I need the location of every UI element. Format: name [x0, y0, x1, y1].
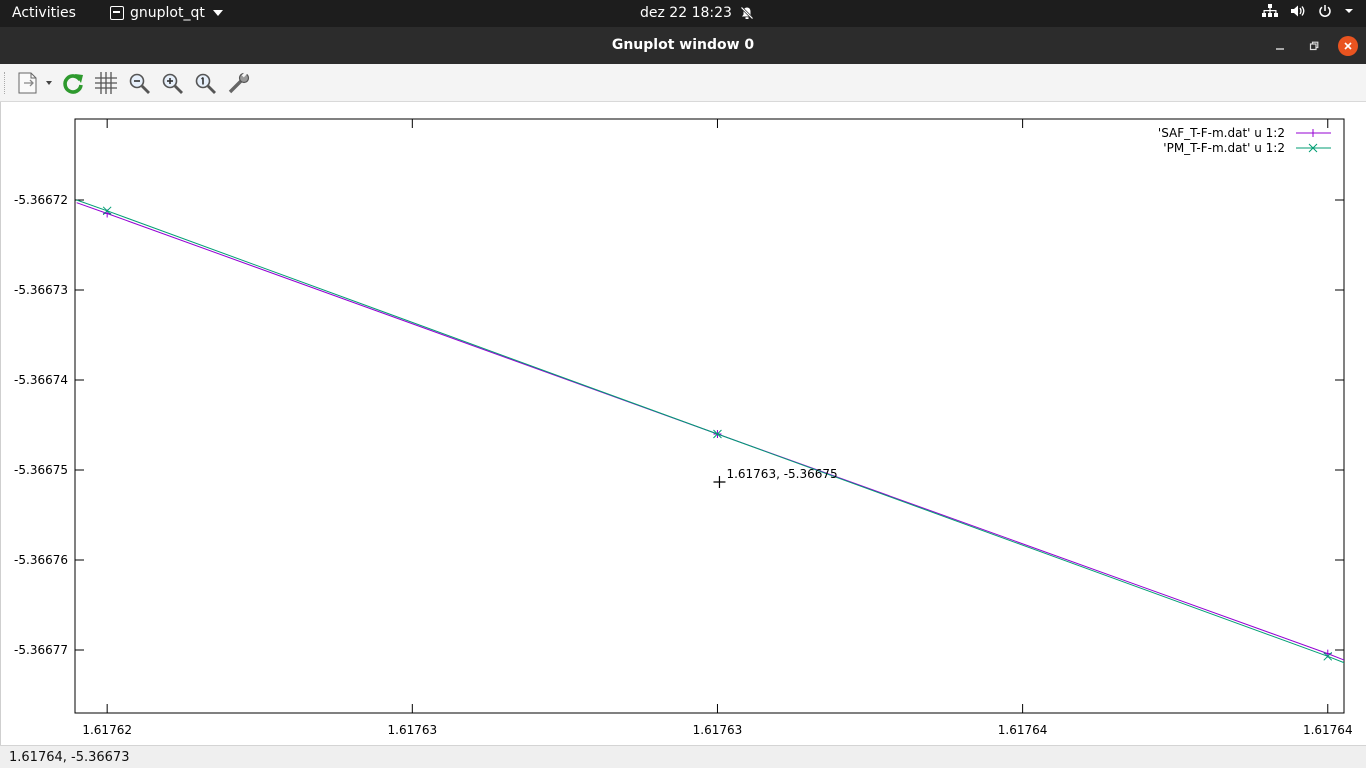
- series-2-point: [1323, 651, 1333, 661]
- plot-border: [74, 118, 1345, 714]
- restore-icon: [1309, 41, 1319, 51]
- grid-icon: [95, 72, 117, 94]
- app-menu-label: gnuplot_qt: [130, 5, 205, 21]
- window-title-bar[interactable]: Gnuplot window 0: [0, 27, 1366, 64]
- chevron-down-icon: [212, 10, 223, 16]
- legend-marker-2: [1308, 143, 1318, 153]
- y-tick-label: -5.36677: [14, 643, 68, 657]
- y-tick-label: -5.36676: [14, 553, 68, 567]
- status-bar: 1.61764, -5.36673: [0, 745, 1366, 768]
- minimize-icon: [1276, 48, 1284, 50]
- maximize-button[interactable]: [1304, 36, 1324, 56]
- network-icon: [1262, 4, 1278, 18]
- plot-canvas[interactable]: -5.36672 -5.36673 -5.36674 -5.36675 -5.36676…: [0, 102, 1366, 745]
- y-tick-label: -5.36674: [14, 373, 68, 387]
- app-icon: [110, 6, 124, 20]
- zoom-next-icon: [162, 73, 183, 94]
- chevron-down-icon: [1344, 4, 1354, 18]
- toolbar-grip[interactable]: [4, 72, 7, 94]
- x-tick-label: 1.61764: [998, 723, 1048, 737]
- legend-label-1: 'SAF_T-F-m.dat' u 1:2: [1158, 126, 1285, 140]
- close-button[interactable]: [1338, 36, 1358, 56]
- settings-button[interactable]: [225, 70, 253, 96]
- x-tick-label: 1.61764: [1303, 723, 1353, 737]
- window-title: Gnuplot window 0: [611, 37, 755, 53]
- activities-button[interactable]: Activities: [12, 5, 76, 21]
- mouse-coordinates: 1.61764, -5.36673: [9, 750, 130, 765]
- clock-label: dez 22 18:23: [640, 5, 732, 21]
- unzoom-button[interactable]: [191, 70, 219, 96]
- grid-toggle-button[interactable]: [92, 70, 120, 96]
- y-tick-label: -5.36672: [14, 193, 68, 207]
- zoom-previous-icon: [129, 73, 150, 94]
- settings-icon: [228, 71, 250, 94]
- y-tick-label: -5.36675: [14, 463, 68, 477]
- x-tick-label: 1.61763: [388, 723, 438, 737]
- export-button[interactable]: [14, 70, 56, 96]
- replot-button[interactable]: [59, 70, 87, 96]
- y-tick-label: -5.36673: [14, 283, 68, 297]
- mouse-crosshair-icon: [713, 476, 726, 488]
- plot-toolbar: [0, 64, 1366, 102]
- close-icon: [1344, 42, 1352, 50]
- legend-marker-1: [1309, 129, 1317, 137]
- minimize-button[interactable]: [1270, 36, 1290, 56]
- volume-icon: [1290, 4, 1306, 18]
- plot-svg[interactable]: -5.36672 -5.36673 -5.36674 -5.36675 -5.36676…: [1, 102, 1366, 745]
- series-2-point: [713, 429, 722, 439]
- x-tick-label: 1.61762: [82, 723, 132, 737]
- notifications-muted-icon: [740, 6, 754, 20]
- app-menu-button[interactable]: gnuplot_qt: [110, 5, 223, 21]
- clock-button[interactable]: dez 22 18:23: [640, 5, 754, 21]
- point-annotation: 1.61763, -5.36675: [726, 467, 837, 481]
- system-top-bar: Activities gnuplot_qt dez 22 18:23: [0, 0, 1366, 27]
- zoom-next-button[interactable]: [158, 70, 186, 96]
- zoom-previous-button[interactable]: [125, 70, 153, 96]
- export-icon: [18, 72, 52, 94]
- series-2-point: [102, 206, 112, 216]
- unzoom-icon: [195, 73, 216, 94]
- replot-icon: [63, 74, 83, 94]
- power-icon: [1318, 4, 1332, 18]
- legend-label-2: 'PM_T-F-m.dat' u 1:2: [1163, 141, 1285, 155]
- series-line-2: [76, 199, 1344, 664]
- system-tray[interactable]: [1262, 4, 1354, 18]
- x-tick-label: 1.61763: [693, 723, 743, 737]
